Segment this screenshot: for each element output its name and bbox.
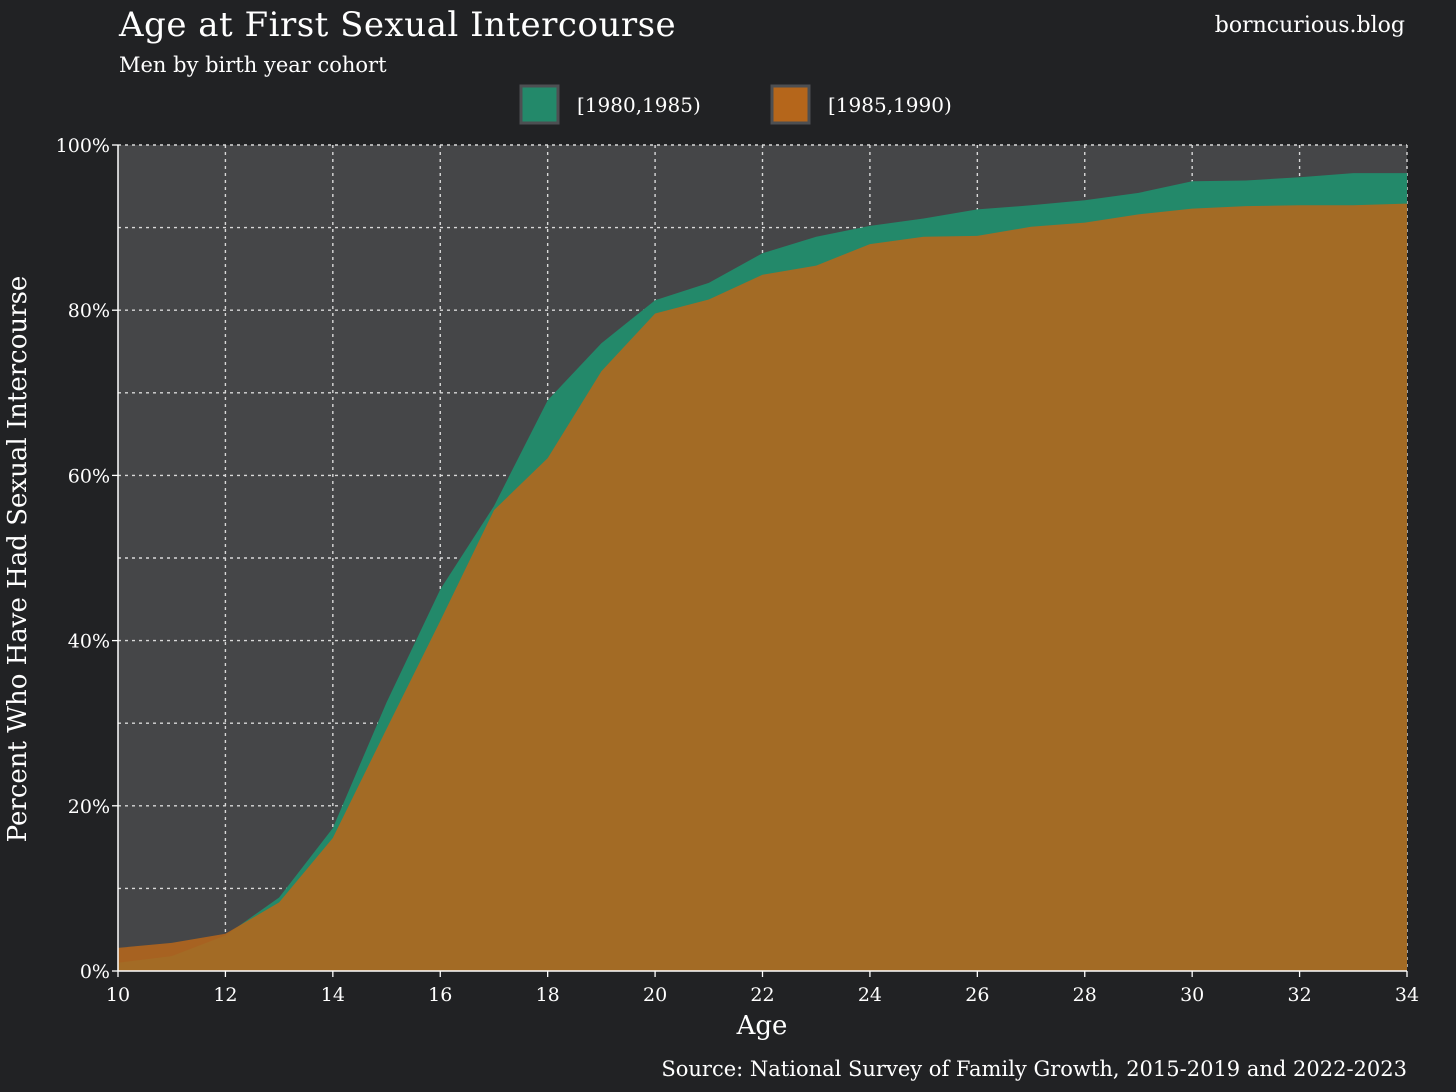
legend-swatch-2	[770, 84, 811, 125]
chart-subtitle: Men by birth year cohort	[119, 53, 387, 77]
x-tick-label: 22	[750, 984, 774, 1006]
x-tick-label: 30	[1180, 984, 1204, 1006]
tick-labels: 10 12 14 16 18 20 22 24 26 28 30 32 34 0% 20% 40% 60% 80%…	[56, 135, 1419, 1006]
x-axis-title: Age	[736, 1011, 788, 1041]
x-tick-label: 10	[106, 984, 130, 1006]
y-tick-label: 20%	[68, 796, 110, 818]
x-tick-label: 20	[643, 984, 667, 1006]
legend: [1980,1985) [1985,1990)	[519, 84, 952, 125]
legend-swatch-1	[519, 84, 560, 125]
y-tick-label: 0%	[80, 961, 110, 983]
y-tick-label: 80%	[68, 300, 110, 322]
x-tick-label: 32	[1287, 984, 1311, 1006]
x-tick-label: 26	[965, 984, 989, 1006]
y-axis-title: Percent Who Have Had Sexual Intercourse	[3, 276, 33, 843]
x-tick-label: 14	[321, 984, 345, 1006]
source-note: Source: National Survey of Family Growth…	[661, 1057, 1407, 1081]
x-tick-label: 24	[858, 984, 882, 1006]
y-tick-label: 60%	[68, 465, 110, 487]
brand-label: borncurious.blog	[1215, 13, 1405, 38]
x-tick-label: 16	[428, 984, 452, 1006]
legend-label-2: [1985,1990)	[828, 93, 952, 117]
legend-item-1: [1980,1985)	[519, 84, 701, 125]
legend-item-2: [1985,1990)	[770, 84, 952, 125]
x-tick-label: 12	[213, 984, 237, 1006]
y-tick-label: 40%	[68, 631, 110, 653]
y-tick-label: 100%	[56, 135, 110, 157]
chart-title: Age at First Sexual Intercourse	[118, 5, 676, 45]
area-series-2	[118, 203, 1407, 972]
area-layer	[118, 173, 1407, 972]
x-tick-label: 34	[1395, 984, 1419, 1006]
x-tick-label: 28	[1073, 984, 1097, 1006]
legend-label-1: [1980,1985)	[577, 93, 701, 117]
x-tick-label: 18	[536, 984, 560, 1006]
